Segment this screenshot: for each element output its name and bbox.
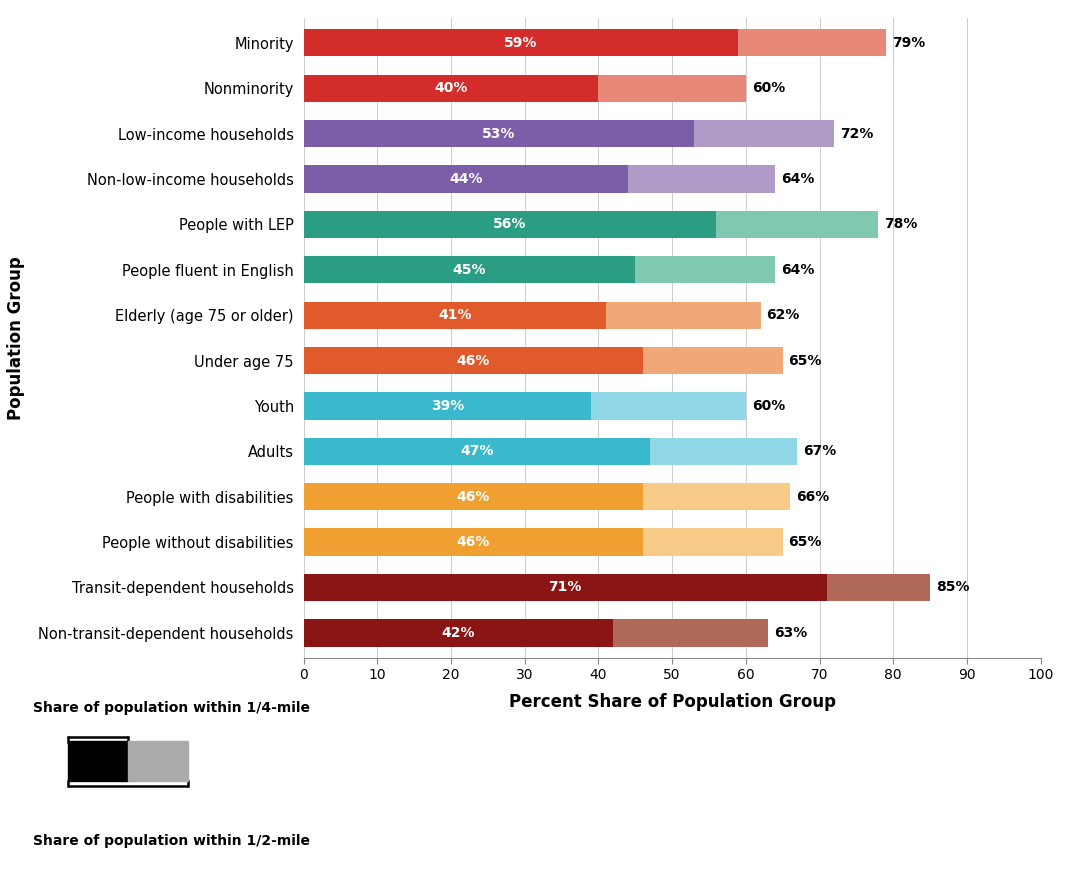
Text: 39%: 39% — [430, 399, 464, 412]
Bar — [304, 75, 598, 101]
Bar — [304, 256, 635, 284]
Text: 46%: 46% — [456, 535, 490, 549]
Text: 65%: 65% — [788, 354, 822, 367]
Text: 40%: 40% — [435, 81, 467, 95]
Bar — [304, 165, 628, 193]
Text: 62%: 62% — [766, 308, 800, 322]
Bar — [304, 120, 694, 148]
Bar — [304, 574, 827, 601]
Text: 53%: 53% — [482, 126, 516, 140]
Y-axis label: Population Group: Population Group — [7, 256, 25, 420]
Bar — [304, 120, 835, 148]
Text: 60%: 60% — [751, 399, 785, 412]
Bar — [304, 392, 746, 420]
X-axis label: Percent Share of Population Group: Percent Share of Population Group — [508, 693, 836, 711]
Text: 41%: 41% — [438, 308, 472, 322]
Text: 46%: 46% — [456, 354, 490, 367]
Text: 56%: 56% — [493, 217, 527, 231]
Bar — [304, 620, 614, 646]
Bar — [304, 528, 783, 556]
Bar — [304, 301, 761, 329]
Text: 64%: 64% — [782, 172, 814, 186]
Text: 45%: 45% — [453, 263, 486, 276]
Text: 78%: 78% — [885, 217, 918, 231]
Bar — [128, 741, 188, 781]
Text: 59%: 59% — [504, 36, 538, 50]
Text: 64%: 64% — [782, 263, 814, 276]
Bar — [304, 347, 783, 374]
Bar — [304, 75, 746, 101]
Bar — [304, 347, 643, 374]
Bar — [304, 437, 650, 465]
Bar — [304, 256, 775, 284]
Text: 44%: 44% — [449, 172, 482, 186]
Text: Share of population within 1/4-mile: Share of population within 1/4-mile — [33, 701, 310, 716]
Bar — [304, 483, 643, 510]
Text: 65%: 65% — [788, 535, 822, 549]
Bar — [304, 211, 717, 238]
Text: 67%: 67% — [803, 444, 837, 459]
Text: 71%: 71% — [549, 581, 582, 595]
Text: 60%: 60% — [751, 81, 785, 95]
Text: 42%: 42% — [441, 626, 475, 640]
Text: 66%: 66% — [796, 490, 829, 504]
Bar — [304, 528, 643, 556]
Bar — [304, 392, 591, 420]
Bar — [304, 620, 767, 646]
Bar — [304, 29, 886, 56]
Bar — [304, 483, 790, 510]
Text: 79%: 79% — [892, 36, 925, 50]
Text: Share of population within 1/2-mile: Share of population within 1/2-mile — [33, 834, 310, 848]
Bar — [304, 29, 738, 56]
Text: 85%: 85% — [935, 581, 969, 595]
Bar — [304, 574, 930, 601]
Bar — [304, 437, 798, 465]
Text: 72%: 72% — [840, 126, 874, 140]
Text: 46%: 46% — [456, 490, 490, 504]
Bar — [304, 165, 775, 193]
Bar — [68, 741, 128, 781]
Bar — [304, 301, 606, 329]
Text: 63%: 63% — [774, 626, 808, 640]
Text: 47%: 47% — [460, 444, 493, 459]
Bar — [304, 211, 878, 238]
